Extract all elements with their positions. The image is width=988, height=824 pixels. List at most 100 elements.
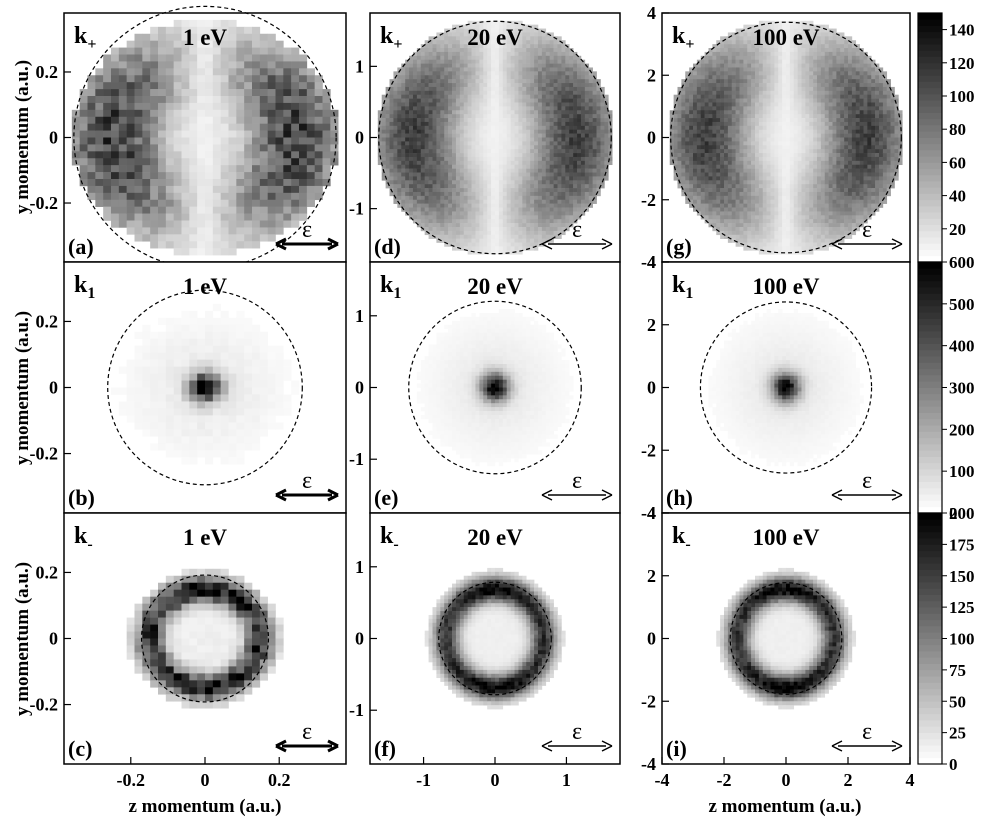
- heatmap-cell: [541, 137, 547, 142]
- heatmap-cell: [275, 102, 284, 111]
- heatmap-cell: [381, 98, 386, 103]
- heatmap-cell: [181, 172, 190, 180]
- heatmap-cell: [541, 106, 547, 111]
- heatmap-cell: [549, 44, 554, 49]
- heatmap-cell: [158, 234, 167, 242]
- heatmap-cell: [381, 121, 386, 127]
- heatmap-cell: [573, 102, 578, 107]
- heatmap-cell: [553, 226, 558, 232]
- heatmap-cell: [755, 203, 760, 208]
- heatmap-cell: [267, 123, 276, 131]
- heatmap-cell: [716, 98, 721, 103]
- heatmap-cell: [158, 40, 167, 48]
- heatmap-cell: [510, 153, 515, 158]
- heatmap-cell: [424, 141, 429, 146]
- heatmap-cell: [165, 130, 174, 138]
- heatmap-cell: [700, 172, 705, 177]
- heatmap-cell: [412, 133, 418, 138]
- heatmap-cell: [502, 44, 508, 49]
- heatmap-cell: [491, 121, 496, 127]
- heatmap-cell: [228, 130, 237, 138]
- heatmap-cell: [432, 164, 437, 169]
- heatmap-cell: [471, 106, 476, 111]
- heatmap-cell: [491, 199, 496, 204]
- heatmap-cell: [720, 223, 725, 228]
- heatmap-cell: [569, 215, 574, 220]
- heatmap-cell: [244, 130, 253, 138]
- heatmap-cell: [444, 98, 449, 103]
- heatmap-cell: [696, 207, 702, 212]
- heatmap-cell: [502, 133, 508, 138]
- heatmap-cell: [491, 207, 496, 212]
- heatmap-cell: [549, 184, 554, 189]
- heatmap-cell: [409, 195, 414, 201]
- heatmap-cell: [518, 59, 523, 64]
- heatmap-cell: [436, 203, 441, 208]
- heatmap-cell: [134, 192, 143, 201]
- heatmap-cell: [545, 180, 550, 185]
- heatmap-cell: [712, 149, 717, 154]
- heatmap-cell: [712, 199, 717, 204]
- heatmap-cell: [755, 102, 760, 107]
- heatmap-cell: [440, 156, 445, 162]
- heatmap-cell: [142, 123, 151, 131]
- heatmap-cell: [510, 55, 515, 60]
- heatmap-cell: [545, 125, 550, 131]
- heatmap-cell: [498, 44, 504, 49]
- heatmap-cell: [322, 102, 331, 111]
- heatmap-cell: [416, 51, 422, 57]
- heatmap-cell: [735, 168, 740, 173]
- heatmap-cell: [545, 199, 550, 204]
- heatmap-cell: [463, 98, 468, 103]
- heatmap-cell: [118, 54, 127, 62]
- heatmap-cell: [220, 33, 229, 41]
- heatmap-cell: [212, 26, 221, 35]
- heatmap-cell: [283, 75, 292, 83]
- heatmap-cell: [436, 226, 441, 232]
- heatmap-cell: [487, 94, 492, 99]
- heatmap-cell: [495, 125, 500, 131]
- heatmap-cell: [448, 172, 453, 177]
- heatmap-cell: [275, 82, 284, 90]
- heatmap-cell: [440, 90, 445, 95]
- heatmap-cell: [134, 151, 143, 159]
- heatmap-cell: [526, 129, 531, 134]
- heatmap-cell: [475, 75, 480, 80]
- heatmap-cell: [491, 90, 496, 95]
- heatmap-cell: [275, 151, 284, 159]
- heatmap-cell: [432, 83, 437, 88]
- heatmap-cell: [459, 125, 465, 131]
- heatmap-cell: [553, 114, 558, 119]
- heatmap-cell: [518, 83, 523, 88]
- heatmap-cell: [440, 32, 445, 37]
- heatmap-cell: [498, 168, 504, 173]
- heatmap-cell: [205, 248, 214, 256]
- heatmap-cell: [267, 185, 276, 194]
- heatmap-cell: [479, 191, 484, 197]
- heatmap-cell: [518, 199, 523, 204]
- heatmap-cell: [181, 158, 190, 166]
- heatmap-cell: [592, 153, 597, 158]
- heatmap-cell: [727, 71, 733, 76]
- heatmap-cell: [87, 130, 96, 138]
- heatmap-cell: [181, 54, 190, 62]
- heatmap-cell: [534, 176, 539, 181]
- heatmap-cell: [448, 176, 453, 181]
- heatmap-cell: [518, 153, 523, 158]
- heatmap-cell: [577, 110, 582, 115]
- heatmap-cell: [397, 118, 402, 123]
- heatmap-cell: [487, 32, 492, 37]
- heatmap-cell: [197, 82, 206, 90]
- heatmap-cell: [696, 133, 702, 138]
- heatmap-cell: [681, 145, 686, 150]
- heatmap-cell: [236, 89, 245, 97]
- heatmap-cell: [689, 149, 694, 154]
- heatmap-cell: [498, 94, 504, 99]
- heatmap-cell: [681, 125, 686, 131]
- heatmap-cell: [228, 75, 237, 83]
- heatmap-cell: [530, 24, 535, 29]
- heatmap-cell: [724, 137, 729, 142]
- heatmap-cell: [739, 230, 744, 236]
- heatmap-cell: [727, 106, 733, 111]
- heatmap-cell: [299, 206, 308, 214]
